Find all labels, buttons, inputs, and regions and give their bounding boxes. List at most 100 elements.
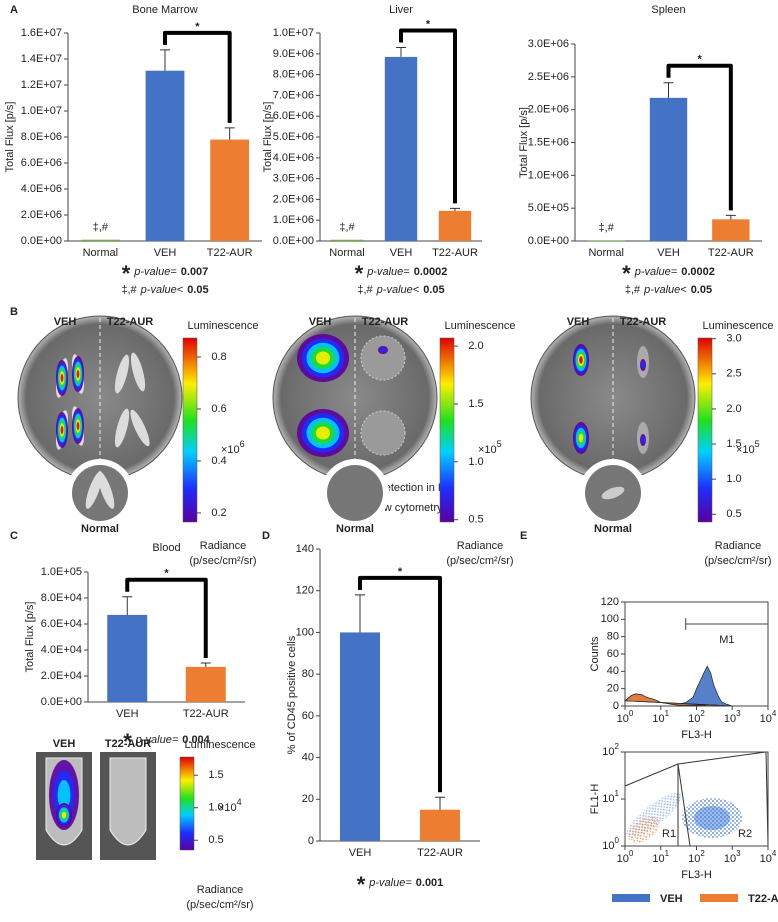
panel-label: D [262,530,270,542]
y-tick-label: 120 [296,585,314,597]
colorbar-multiplier: ×105 [736,439,760,456]
tissue [97,471,115,509]
y-tick-label: 0 [613,700,619,712]
tissue [114,408,130,448]
y-tick-label-base: 3.0E+06 [273,173,314,185]
x-tick-label-exponent: 2 [700,709,705,718]
colorbar-multiplier: ×105 [478,439,502,456]
p-value-text: p-value= [368,877,412,889]
y-tick-label-base: 1.5E+06 [528,136,569,148]
y-tick-label: 1.0E+06 [273,214,314,226]
tube [109,757,147,846]
y-tick-label: 8.0E+06 [273,69,314,81]
colorbar-unit-detail: (p/sec/cm²/sr) [704,555,771,567]
y-tick-label: 2.5E+06 [528,71,569,83]
y-tick-label-base: 9.0E+06 [273,48,314,60]
panel-label: C [10,530,18,542]
colorbar-multiplier: ×106 [221,439,245,456]
colorbar-tick-label: 0.2 [211,507,226,519]
p-value-number: 0.001 [416,877,444,889]
x-tick-label: 100 [617,709,634,725]
signal [380,347,386,353]
tissue [130,409,150,447]
p-value: * p-value= 0.0002 [622,261,715,286]
signal [579,356,583,364]
p-value-text: p-value< [376,284,420,296]
y-tick-label: 6.0E+06 [21,157,62,169]
image-label: T22-AUR [620,316,667,328]
y-axis-label: Total Flux [p/s] [24,602,36,673]
y-tick-label: 4.0E+06 [273,152,314,164]
bar [210,139,250,241]
signal [76,369,80,379]
p-value-text: p-value= [634,266,678,278]
image-label: VEH [309,316,332,328]
error-bar [224,127,235,140]
significance-bracket [358,575,442,793]
x-tick-label-base: 10 [652,713,664,725]
legend-swatch [612,894,650,902]
colorbar-tick-label: 2.0 [726,403,741,415]
colorbar-tick-label: 1.5 [468,398,483,410]
y-axis-label: Total Flux [p/s] [262,102,274,173]
p-value-number: 0.05 [187,284,208,296]
y-tick-label-base: 2.0E+06 [528,104,569,116]
image-label: T22-AUR [105,738,152,750]
significance-bracket [399,28,457,204]
y-tick-label: 6.0E+04 [41,618,82,630]
y-axis-label: % of CD45 positive cells [286,635,298,754]
y-tick-label: 140 [296,543,314,555]
tissue [130,352,146,392]
x-tick-label: T22-AUR [207,247,253,259]
legend-swatch [700,894,738,902]
x-tick-label-base: 10 [652,853,664,865]
x-tick-label-exponent: 3 [736,849,741,858]
y-tick-label-base: 0.0E+00 [41,696,82,708]
y-tick-label: 1.2E+07 [21,79,62,91]
legend-label: T22-AUR [748,893,778,905]
x-tick-label-exponent: 0 [629,849,634,858]
p-value-text: p-value= [366,266,410,278]
signal [57,780,71,810]
p-value-text: p-value= [135,734,179,746]
y-tick-label: 0.0E+00 [528,235,569,247]
colorbar-tick-label: 0.5 [468,514,483,526]
y-axis-label: Total Flux [p/s] [518,107,530,178]
y-tick-label-base: 10 [602,746,614,758]
y-tick-label-base: 1.0E+06 [273,214,314,226]
x-tick-label: 100 [617,849,634,865]
y-tick-label: 20 [607,683,619,695]
bar [107,614,148,702]
error-bar [450,207,460,211]
p-value-number: 0.05 [423,284,444,296]
signal [60,425,64,435]
y-tick-label-base: 2.0E+04 [41,670,82,682]
chart-title: Liver [389,4,413,16]
y-axis-label: Total Flux [p/s] [4,102,16,173]
bar [185,666,226,702]
multiplier-base: ×10 [221,444,240,456]
y-tick-label: 1.0E+05 [41,566,82,578]
significance-star: * [698,54,703,66]
image-label: VEH [53,738,76,750]
p-value: * p-value= 0.007 [122,261,209,286]
p-value-text: p-value< [140,284,184,296]
colorbar-tick-label: 2.5 [726,368,741,380]
significance-bracket [666,63,733,211]
significance-bracket [163,30,232,123]
tissue [360,335,406,381]
p-value-number: 0.004 [182,734,210,746]
signal [60,373,64,383]
x-tick-label: T22-AUR [183,708,229,720]
y-tick-label: 9.0E+06 [273,48,314,60]
x-tick-label: T22-AUR [708,247,754,259]
x-tick-label: VEH [116,708,139,720]
significance-star: * [164,568,169,580]
y-tick-label: 1.5E+06 [528,136,569,148]
y-tick-label-base: 10 [602,840,614,852]
gate-marker [685,618,769,630]
y-tick-label: 2.0E+06 [21,209,62,221]
colorbar-tick-label: 0.8 [211,351,226,363]
colorbar-tick-label-base: 1.0 [208,802,223,814]
p-value-text: p-value< [643,284,687,296]
